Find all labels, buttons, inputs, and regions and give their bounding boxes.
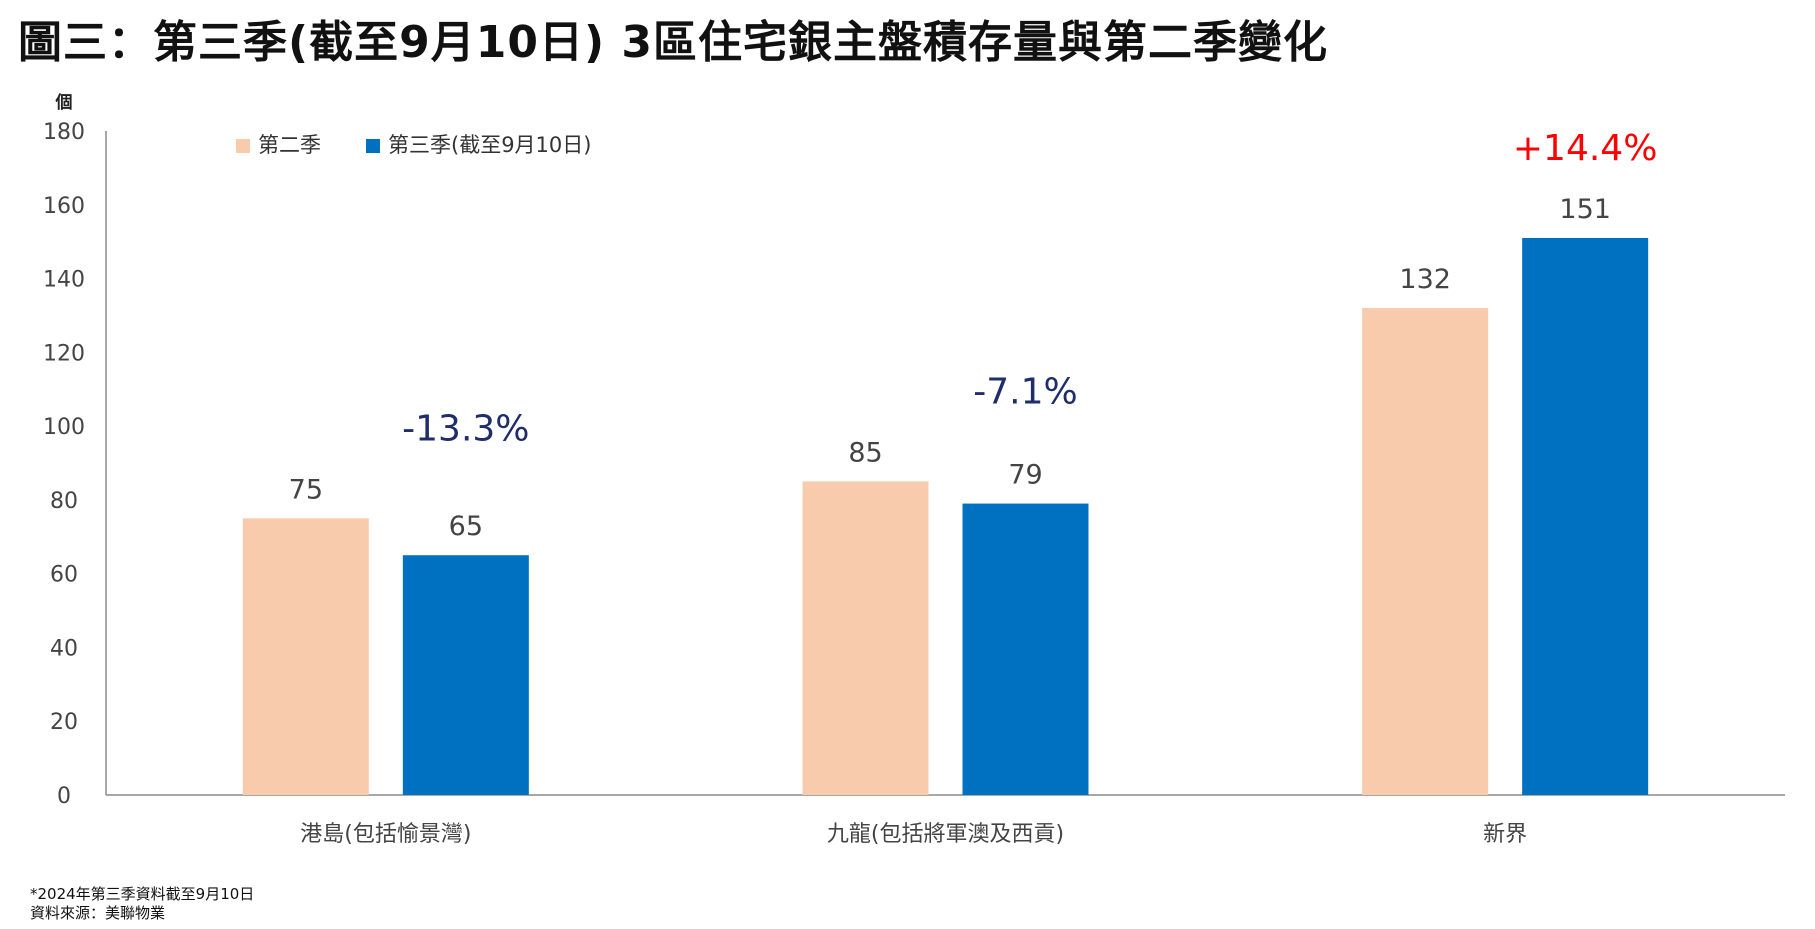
bar-chart: 個 0 20 40 60 80 100 120 140 160 180 75 65 85 79 132 15… [43, 92, 1785, 847]
change-label: +14.4% [1513, 128, 1658, 169]
y-tick-label: 180 [43, 120, 85, 145]
category-label: 港島(包括愉景灣) [300, 822, 471, 847]
legend-label: 第三季(截至9月10日) [388, 133, 591, 157]
chart-title: 圖三：第三季(截至9月10日) 3區住宅銀主盤積存量與第二季變化 [18, 17, 1328, 68]
change-labels: -13.3% -7.1% +14.4% [402, 128, 1657, 449]
data-label: 79 [1008, 460, 1042, 491]
y-tick-label: 160 [43, 194, 85, 219]
y-tick-label: 140 [43, 268, 85, 293]
y-tick-label: 40 [50, 636, 78, 661]
bars [242, 237, 1649, 795]
y-tick-labels: 0 20 40 60 80 100 120 140 160 180 [43, 120, 85, 809]
data-label: 85 [848, 437, 882, 468]
bar-q3 [962, 503, 1089, 795]
data-labels: 75 65 85 79 132 151 [289, 194, 1611, 542]
bar-q3 [1522, 237, 1649, 795]
y-tick-label: 0 [57, 784, 71, 809]
y-tick-label: 80 [50, 489, 78, 514]
change-label: -7.1% [973, 371, 1077, 412]
axes [105, 131, 1785, 796]
bar-q2 [1362, 308, 1489, 795]
data-label: 132 [1399, 264, 1451, 295]
data-label: 65 [449, 511, 483, 542]
legend-swatch [366, 139, 380, 153]
change-label: -13.3% [402, 408, 529, 449]
legend-label: 第二季 [258, 133, 321, 157]
bar-q3 [402, 555, 529, 795]
bar-q2 [242, 518, 369, 795]
y-tick-label: 20 [50, 710, 78, 735]
footnotes: *2024年第三季資料截至9月10日 資料來源：美聯物業 [30, 885, 254, 923]
bar-q2 [802, 481, 929, 795]
y-tick-label: 100 [43, 415, 85, 440]
legend-swatch [236, 139, 250, 153]
data-label: 151 [1559, 194, 1611, 225]
data-label: 75 [289, 474, 323, 505]
y-tick-label: 120 [43, 341, 85, 366]
legend: 第二季 第三季(截至9月10日) [236, 133, 591, 157]
category-labels: 港島(包括愉景灣) 九龍(包括將軍澳及西貢) 新界 [300, 822, 1527, 847]
footnote-date: *2024年第三季資料截至9月10日 [30, 885, 255, 903]
y-axis-unit: 個 [55, 92, 73, 113]
category-label: 九龍(包括將軍澳及西貢) [827, 822, 1064, 847]
category-label: 新界 [1483, 822, 1527, 847]
y-tick-label: 60 [50, 563, 78, 588]
footnote-source: 資料來源：美聯物業 [30, 904, 166, 922]
